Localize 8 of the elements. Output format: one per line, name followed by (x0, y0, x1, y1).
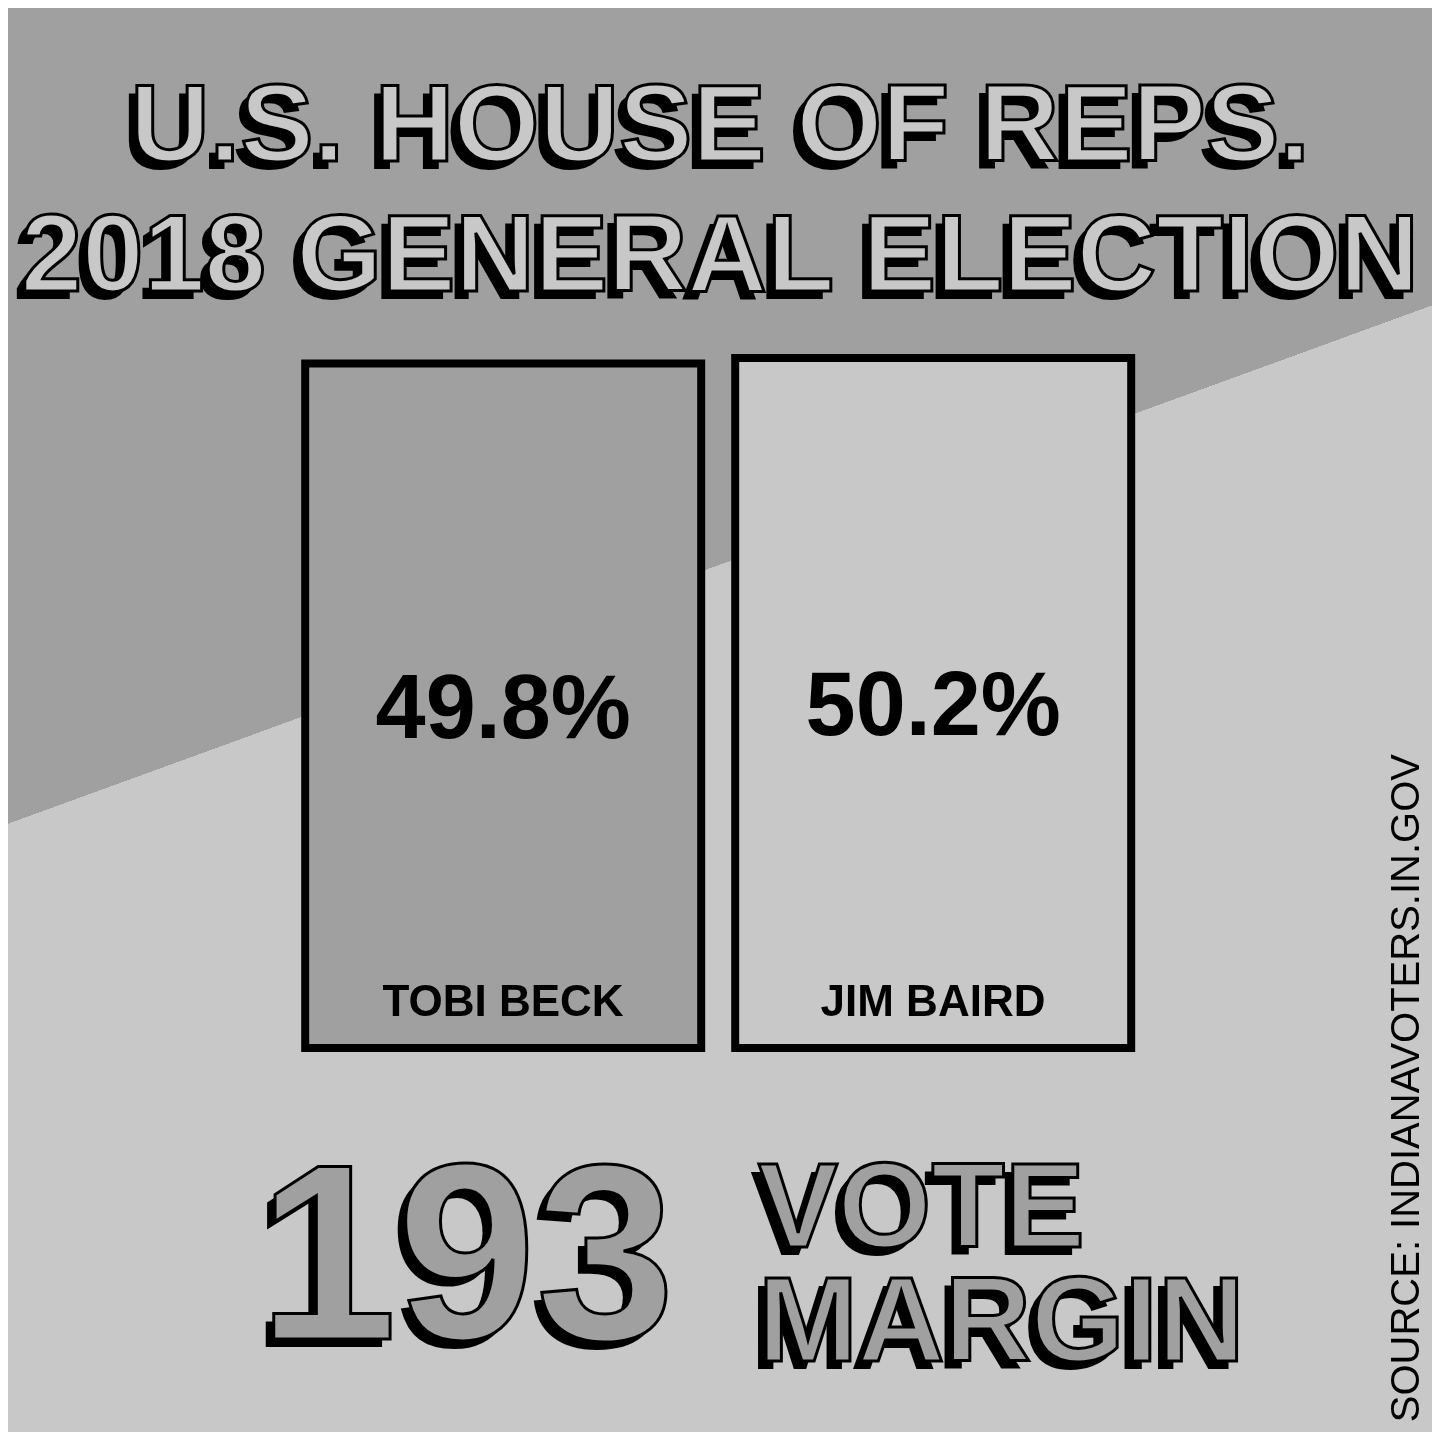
x-tick-label: JIM BAIRD (820, 976, 1046, 1025)
chart-subtitle: 2018 GENERAL ELECTION (20, 191, 1420, 314)
text: 193 (258, 1113, 676, 1392)
data-label: 50.2% (805, 653, 1061, 754)
chart-title: U.S. HOUSE OF REPS. (129, 61, 1311, 184)
data-label: 49.8% (375, 656, 631, 757)
source-note: SOURCE: INDIANAVOTERS.IN.GOV (1383, 753, 1428, 1422)
x-tick-label: TOBI BECK (382, 976, 624, 1025)
